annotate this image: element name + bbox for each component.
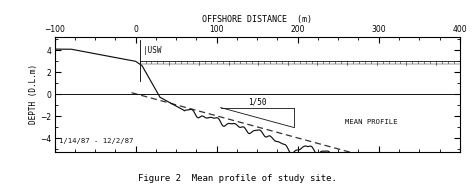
X-axis label: OFFSHORE DISTANCE  (m): OFFSHORE DISTANCE (m) — [202, 15, 312, 24]
Text: MEAN PROFILE: MEAN PROFILE — [345, 119, 397, 125]
Text: Figure 2  Mean profile of study site.: Figure 2 Mean profile of study site. — [137, 174, 337, 183]
Text: |USW: |USW — [143, 46, 161, 55]
Text: 1/14/87 - 12/2/87: 1/14/87 - 12/2/87 — [59, 138, 133, 144]
Text: 1/50: 1/50 — [248, 98, 266, 107]
Y-axis label: DEPTH (D.L.m): DEPTH (D.L.m) — [29, 64, 38, 124]
